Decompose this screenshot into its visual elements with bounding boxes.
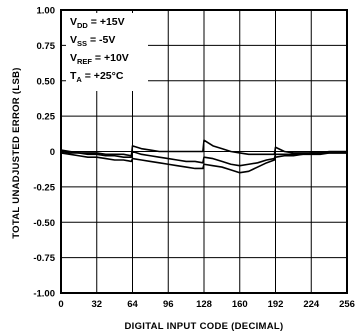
x-tick-label: 96 xyxy=(163,299,174,310)
x-tick-label: 0 xyxy=(58,299,63,310)
condition-vdd: VDD = +15V xyxy=(70,16,125,30)
y-tick-label: 0 xyxy=(50,147,55,158)
y-tick-label: 0.75 xyxy=(37,41,56,52)
x-tick-label: 192 xyxy=(268,299,284,310)
x-tick-label: 128 xyxy=(196,299,212,310)
error-series-line xyxy=(60,139,347,157)
error-series-line xyxy=(60,152,347,174)
y-tick-label: 0.25 xyxy=(37,112,56,123)
x-tick-label: 256 xyxy=(339,299,355,310)
condition-vref: VREF = +10V xyxy=(70,52,129,66)
y-tick-label: 0.50 xyxy=(37,76,56,87)
x-axis-title: DIGITAL INPUT CODE (DECIMAL) xyxy=(125,321,284,332)
x-tick-label: 64 xyxy=(127,299,138,310)
y-tick-label: 1.00 xyxy=(37,6,56,17)
y-tick-label: -1.00 xyxy=(33,289,55,300)
error-series-line xyxy=(60,150,347,167)
condition-vss: VSS = -5V xyxy=(70,34,115,48)
y-axis-title: TOTAL UNADJUSTED ERROR (LSB) xyxy=(11,67,22,239)
condition-ta: TA = +25°C xyxy=(70,70,124,84)
y-tick-label: -0.50 xyxy=(33,218,55,229)
y-tick-label: -0.75 xyxy=(33,253,55,264)
x-tick-label: 160 xyxy=(232,299,248,310)
conditions-box xyxy=(66,13,148,91)
x-tick-label: 32 xyxy=(91,299,102,310)
x-tick-label: 224 xyxy=(303,299,320,310)
plot-frame xyxy=(60,9,348,294)
y-tick-label: -0.25 xyxy=(33,182,55,193)
